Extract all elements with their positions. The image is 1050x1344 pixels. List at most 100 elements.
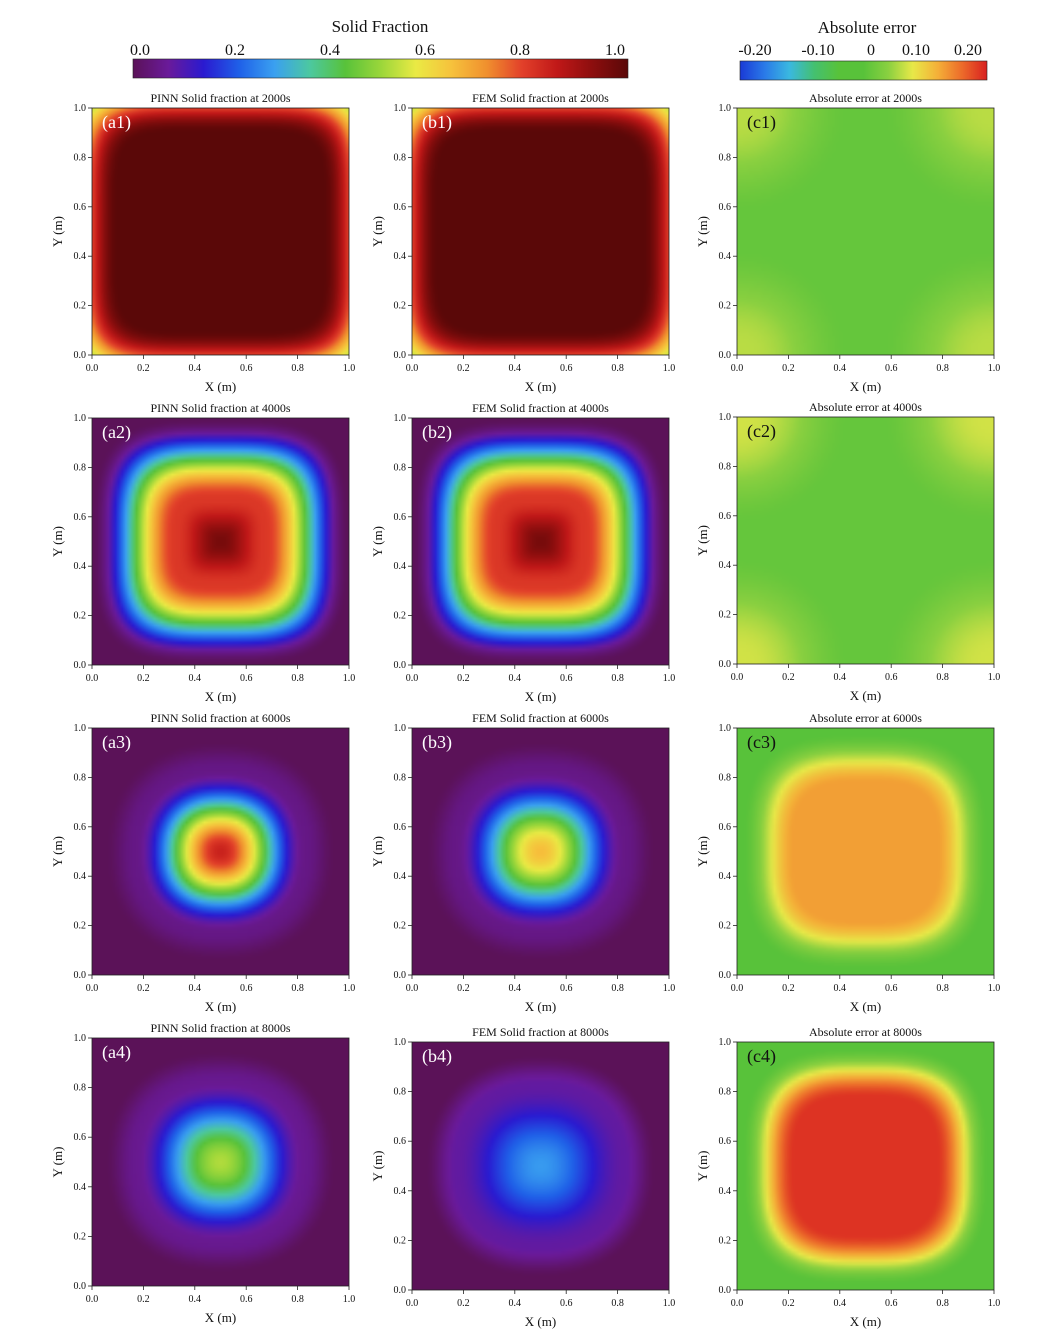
plot-frame: [411, 107, 670, 356]
x-tick-label: 1.0: [343, 673, 356, 684]
x-tick-label: 0.6: [560, 673, 573, 684]
x-tick-label: 0.2: [457, 1298, 470, 1309]
y-tick-label: 0.4: [719, 560, 732, 571]
x-tick-label: 0.4: [189, 983, 202, 994]
panel-label: (b4): [422, 1046, 452, 1067]
absolute-error-colorbar: Absolute error -0.20 -0.10 0 0.10 0.20: [738, 18, 988, 81]
y-tick-label: 0.0: [74, 660, 87, 671]
panel-a2: PINN Solid fraction at 4000s (a2) 0.0 0.0 0.…: [50, 401, 355, 704]
x-tick-label: 0.2: [782, 1298, 795, 1309]
y-tick-label: 0.4: [394, 871, 407, 882]
x-tick-label: 0.2: [137, 363, 150, 374]
x-tick-label: 0.4: [834, 672, 847, 683]
y-tick-label: 0.2: [719, 301, 732, 312]
y-tick-label: 0.2: [394, 921, 407, 932]
panel-b3: FEM Solid fraction at 6000s (b3) 0.0 0.0 0.2…: [370, 711, 675, 1014]
y-tick-label: 0.0: [719, 970, 732, 981]
panel-c1: Absolute error at 2000s (c1) 0.0 0.0 0.2 0.2 0…: [695, 91, 1000, 394]
heatmap-field: [737, 417, 994, 664]
x-tick-label: 0.4: [189, 1294, 202, 1305]
solid-colorbar-tick-label: 0.2: [225, 42, 245, 59]
y-tick-label: 1.0: [74, 103, 87, 114]
heatmap-field: [737, 728, 994, 975]
panel-a1: PINN Solid fraction at 2000s (a1) 0.0 0.0 0.…: [50, 91, 355, 394]
plot-frame: [411, 417, 670, 666]
x-tick-label: 0.6: [885, 672, 898, 683]
x-tick-label: 0.2: [782, 672, 795, 683]
x-tick-label: 0.4: [834, 983, 847, 994]
y-axis-label: Y (m): [50, 836, 65, 867]
panel-label: (a3): [102, 732, 131, 753]
x-tick-label: 1.0: [343, 363, 356, 374]
y-tick-label: 1.0: [719, 1037, 732, 1048]
y-tick-label: 0.0: [394, 1285, 407, 1296]
x-tick-label: 0.2: [457, 983, 470, 994]
x-tick-label: 0.2: [782, 983, 795, 994]
x-tick-label: 0.6: [885, 983, 898, 994]
y-tick-label: 0.0: [394, 350, 407, 361]
y-tick-label: 0.8: [394, 1087, 407, 1098]
solid-fraction-colorbar: Solid Fraction 0.0 0.2 0.4 0.6 0.8 1.0: [130, 17, 629, 79]
y-axis-label: Y (m): [50, 526, 65, 557]
x-tick-label: 0.6: [885, 1298, 898, 1309]
x-tick-label: 0.2: [457, 673, 470, 684]
x-tick-label: 0.0: [731, 672, 744, 683]
panel-grid: PINN Solid fraction at 2000s (a1) 0.0 0.0 0.…: [50, 91, 1000, 1329]
x-tick-label: 0.2: [137, 983, 150, 994]
x-tick-label: 0.0: [86, 363, 99, 374]
y-tick-label: 0.0: [719, 659, 732, 670]
x-tick-label: 0.6: [240, 1294, 253, 1305]
x-tick-label: 0.4: [834, 363, 847, 374]
x-tick-label: 0.0: [86, 673, 99, 684]
x-tick-label: 0.0: [406, 1298, 419, 1309]
y-tick-label: 0.8: [394, 772, 407, 783]
x-tick-label: 1.0: [988, 672, 1001, 683]
x-tick-label: 0.4: [834, 1298, 847, 1309]
x-tick-label: 0.6: [240, 983, 253, 994]
x-axis-label: X (m): [205, 1310, 236, 1325]
x-tick-label: 0.6: [240, 673, 253, 684]
y-tick-label: 0.6: [719, 202, 732, 213]
y-tick-label: 1.0: [719, 723, 732, 734]
x-tick-label: 0.0: [406, 983, 419, 994]
heatmap-field: [412, 728, 669, 975]
y-tick-label: 0.0: [74, 350, 87, 361]
x-axis-label: X (m): [525, 999, 556, 1014]
x-tick-label: 0.6: [560, 1298, 573, 1309]
y-axis-label: Y (m): [50, 1147, 65, 1178]
y-tick-label: 0.6: [719, 1136, 732, 1147]
panel-title: FEM Solid fraction at 2000s: [472, 91, 609, 105]
panel-label: (c2): [747, 421, 776, 442]
heatmap-field: [737, 108, 994, 355]
y-tick-label: 0.8: [719, 461, 732, 472]
error-colorbar-tick-label: 0.10: [902, 42, 930, 59]
panel-b2: FEM Solid fraction at 4000s (b2) 0.0 0.0 0.2…: [370, 401, 675, 704]
error-colorbar-tick-label: 0.20: [954, 42, 982, 59]
x-tick-label: 0.2: [782, 363, 795, 374]
x-tick-label: 0.8: [611, 1298, 624, 1309]
panel-label: (b1): [422, 112, 452, 133]
y-tick-label: 0.2: [719, 1235, 732, 1246]
y-tick-label: 0.8: [719, 152, 732, 163]
x-tick-label: 0.6: [885, 363, 898, 374]
y-tick-label: 1.0: [719, 412, 732, 423]
y-tick-label: 0.8: [394, 462, 407, 473]
solid-colorbar-tick-label: 0.8: [510, 42, 530, 59]
x-tick-label: 1.0: [663, 363, 676, 374]
x-tick-label: 0.0: [731, 363, 744, 374]
x-tick-label: 0.8: [611, 363, 624, 374]
y-tick-label: 0.0: [74, 1281, 87, 1292]
y-tick-label: 1.0: [394, 1037, 407, 1048]
x-tick-label: 0.6: [560, 363, 573, 374]
panel-title: PINN Solid fraction at 8000s: [151, 1021, 291, 1035]
y-tick-label: 0.4: [74, 251, 87, 262]
y-tick-label: 0.8: [74, 1083, 87, 1094]
x-tick-label: 0.8: [936, 363, 949, 374]
y-axis-label: Y (m): [370, 836, 385, 867]
plot-frame: [411, 1041, 670, 1291]
y-axis-label: Y (m): [370, 216, 385, 247]
heatmap-field: [412, 1042, 669, 1290]
y-tick-label: 1.0: [74, 413, 87, 424]
panel-c3: Absolute error at 6000s (c3) 0.0 0.0 0.2 0.2 0…: [695, 711, 1000, 1014]
x-tick-label: 0.4: [189, 673, 202, 684]
